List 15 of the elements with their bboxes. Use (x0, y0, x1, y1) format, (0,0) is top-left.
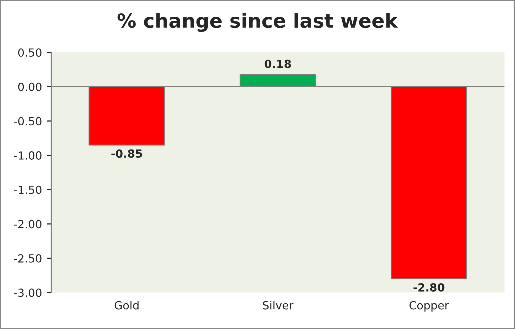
y-tick-label: -0.50 (14, 117, 42, 126)
y-tick-label: 0.50 (18, 48, 42, 58)
x-tick-label: Copper (410, 301, 450, 312)
x-tick-label: Gold (114, 301, 139, 310)
x-tick-label: Silver (263, 301, 294, 310)
y-tick-label: -2.00 (14, 220, 42, 229)
data-label: -0.85 (112, 150, 142, 158)
y-tick-label: -1.00 (14, 152, 42, 160)
data-label: -2.80 (414, 283, 445, 292)
data-label: 0.18 (264, 60, 292, 68)
y-tick-label: -1.50 (14, 186, 42, 194)
y-tick-label: 0.00 (18, 82, 42, 92)
chart-title: % change since last week (118, 13, 398, 32)
y-tick-label: -3.00 (14, 288, 42, 298)
y-tick-label: -2.50 (14, 254, 42, 263)
